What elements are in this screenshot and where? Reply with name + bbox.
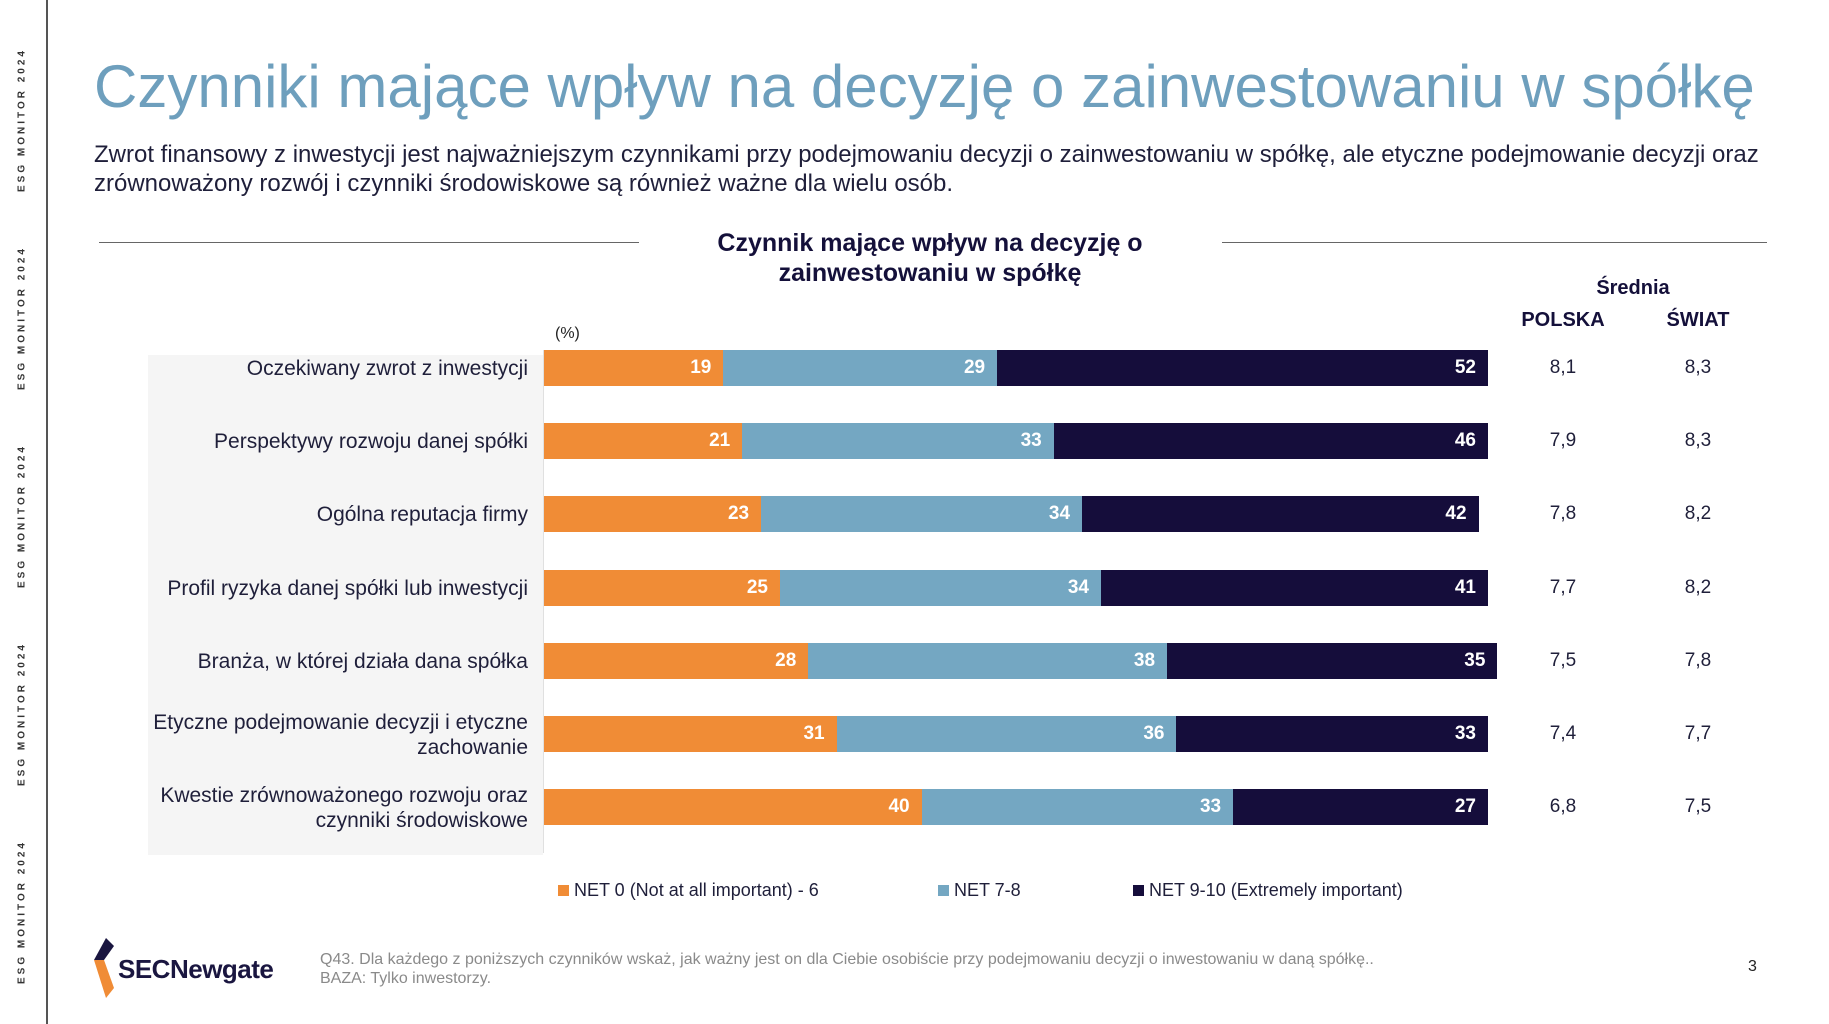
bar-segment <box>544 716 837 752</box>
category-label: Profil ryzyka danej spółki lub inwestycj… <box>167 577 528 600</box>
averages-title: Średnia <box>1596 277 1670 299</box>
averages-col-polska: POLSKA <box>1521 309 1605 331</box>
category-label: Oczekiwany zwrot z inwestycji <box>246 357 528 380</box>
brand-logo-text: SECNewgate <box>118 954 274 984</box>
average-polska: 7,9 <box>1549 430 1577 451</box>
bar-segment <box>544 350 724 386</box>
average-swiat: 8,3 <box>1684 357 1712 378</box>
category-label: Perspektywy rozwoju danej spółki <box>214 430 528 453</box>
data-label: 42 <box>1445 503 1467 524</box>
chart-axis-line <box>543 350 544 853</box>
average-polska: 7,4 <box>1549 723 1577 744</box>
data-label: 28 <box>775 650 797 671</box>
side-label: ESG MONITOR 2024 <box>16 48 28 192</box>
data-label: 21 <box>709 430 731 451</box>
bar-segment <box>544 789 922 825</box>
bar-segment <box>997 350 1488 386</box>
bar-segment <box>1233 789 1488 825</box>
data-label: 31 <box>803 723 825 744</box>
category-label: Etyczne podejmowanie decyzji i etyczne z… <box>153 711 528 759</box>
bar-segment <box>921 789 1234 825</box>
bar-segment <box>1176 716 1488 752</box>
category-label: Branża, w której działa dana spółka <box>197 650 528 673</box>
bar-segment <box>723 350 998 386</box>
side-label: ESG MONITOR 2024 <box>16 246 28 390</box>
title-rule-left <box>99 242 639 243</box>
title-rule-right <box>1222 242 1767 243</box>
average-polska: 8,1 <box>1549 357 1577 378</box>
footnote-question: Q43. Dla każdego z poniższych czynników … <box>320 951 1374 968</box>
bar-segment <box>761 496 1083 532</box>
bar-segment <box>544 423 743 459</box>
bar-segment <box>1053 423 1488 459</box>
average-swiat: 7,8 <box>1684 650 1712 671</box>
data-label: 23 <box>727 503 750 524</box>
bar-segment <box>780 570 1101 606</box>
legend-swatch <box>558 885 569 896</box>
averages-col-swiat: ŚWIAT <box>1666 309 1730 331</box>
unit-label: (%) <box>555 325 580 342</box>
bar-segment <box>1100 570 1488 606</box>
data-label: 34 <box>1048 503 1071 524</box>
average-swiat: 8,2 <box>1684 503 1712 524</box>
bar-segment <box>1167 643 1498 679</box>
legend-label: NET 9-10 (Extremely important) <box>1149 880 1403 900</box>
bar-segment <box>808 643 1168 679</box>
legend-label: NET 7-8 <box>954 880 1021 900</box>
data-label: 36 <box>1143 723 1165 744</box>
page-title: Czynniki mające wpływ na decyzję o zainw… <box>94 53 1755 120</box>
side-band: ESG MONITOR 2024 ESG MONITOR 2024 ESG MO… <box>0 0 48 1024</box>
bar-segment <box>544 570 780 606</box>
data-label: 34 <box>1067 577 1089 598</box>
bar-segment <box>544 496 762 532</box>
page-subtitle: Zwrot finansowy z inwestycji jest najważ… <box>94 141 1759 197</box>
label-background <box>148 355 543 855</box>
average-swiat: 8,2 <box>1684 577 1712 598</box>
average-swiat: 7,5 <box>1684 796 1712 817</box>
data-label: 33 <box>1020 430 1042 451</box>
average-polska: 6,8 <box>1549 796 1577 817</box>
chart-title: Czynnik mające wpływ na decyzję o zainwe… <box>717 229 1143 287</box>
average-polska: 7,5 <box>1549 650 1577 671</box>
data-label: 25 <box>746 577 768 598</box>
bar-segment <box>836 716 1177 752</box>
bar-segment <box>1082 496 1479 532</box>
footnote-base: BAZA: Tylko inwestorzy. <box>320 970 492 987</box>
legend-item: NET 0 (Not at all important) - 6 <box>558 880 819 901</box>
data-label: 29 <box>963 357 986 378</box>
data-label: 27 <box>1454 796 1476 817</box>
data-label: 41 <box>1454 577 1476 598</box>
legend-swatch <box>1133 885 1144 896</box>
side-label: ESG MONITOR 2024 <box>16 642 28 786</box>
side-label: ESG MONITOR 2024 <box>16 444 28 588</box>
legend-swatch <box>938 885 949 896</box>
bar-segment <box>544 643 809 679</box>
page-number: 3 <box>1748 958 1757 975</box>
data-label: 19 <box>690 357 712 378</box>
data-label: 33 <box>1199 796 1222 817</box>
average-swiat: 7,7 <box>1684 723 1712 744</box>
footnote: Q43. Dla każdego z poniższych czynników … <box>320 950 1374 988</box>
average-polska: 7,7 <box>1549 577 1577 598</box>
category-label: Ogólna reputacja firmy <box>316 503 528 526</box>
data-label: 46 <box>1454 430 1476 451</box>
legend-item: NET 9-10 (Extremely important) <box>1133 880 1403 901</box>
average-swiat: 8,3 <box>1684 430 1712 451</box>
data-label: 40 <box>888 796 910 817</box>
data-label: 38 <box>1133 650 1156 671</box>
data-label: 52 <box>1454 357 1476 378</box>
legend-label: NET 0 (Not at all important) - 6 <box>574 880 819 900</box>
bar-segment <box>742 423 1054 459</box>
brand-logo-icon <box>94 938 114 998</box>
average-polska: 7,8 <box>1549 503 1577 524</box>
category-label: Kwestie zrównoważonego rozwoju oraz czyn… <box>160 784 528 832</box>
side-label: ESG MONITOR 2024 <box>16 840 28 984</box>
data-label: 35 <box>1464 650 1486 671</box>
data-label: 33 <box>1454 723 1476 744</box>
legend-item: NET 7-8 <box>938 880 1021 901</box>
